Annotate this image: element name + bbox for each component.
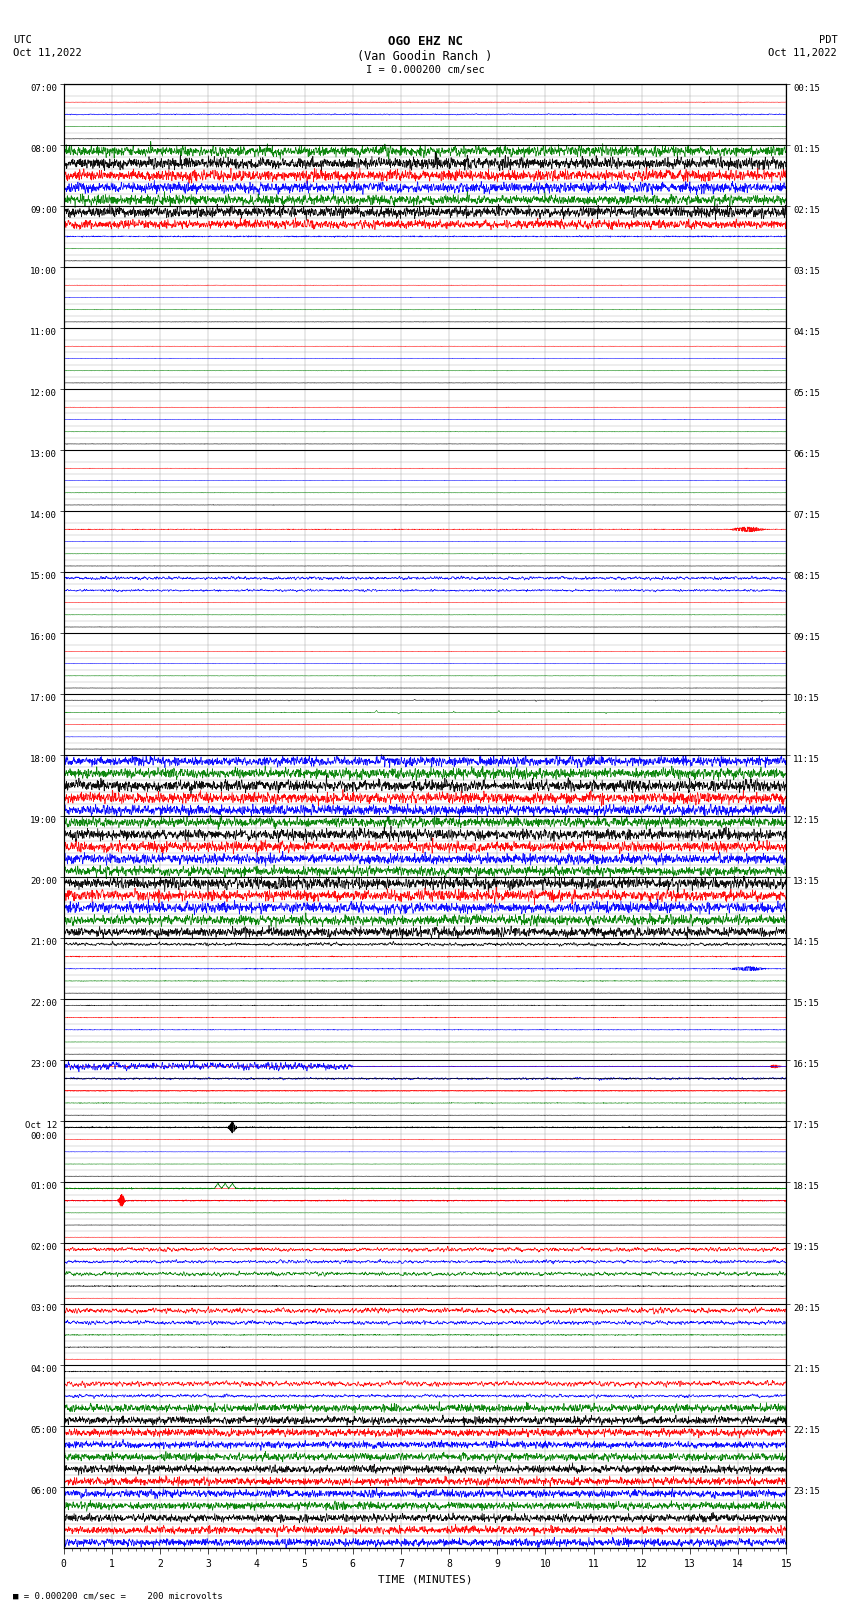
Text: ■ = 0.000200 cm/sec =    200 microvolts: ■ = 0.000200 cm/sec = 200 microvolts — [13, 1590, 223, 1600]
Text: OGO EHZ NC: OGO EHZ NC — [388, 35, 462, 48]
Text: Oct 11,2022: Oct 11,2022 — [13, 48, 82, 58]
Text: Oct 11,2022: Oct 11,2022 — [768, 48, 837, 58]
Text: UTC: UTC — [13, 35, 31, 45]
Text: PDT: PDT — [819, 35, 837, 45]
Text: (Van Goodin Ranch ): (Van Goodin Ranch ) — [357, 50, 493, 63]
Text: I = 0.000200 cm/sec: I = 0.000200 cm/sec — [366, 65, 484, 74]
X-axis label: TIME (MINUTES): TIME (MINUTES) — [377, 1574, 473, 1584]
